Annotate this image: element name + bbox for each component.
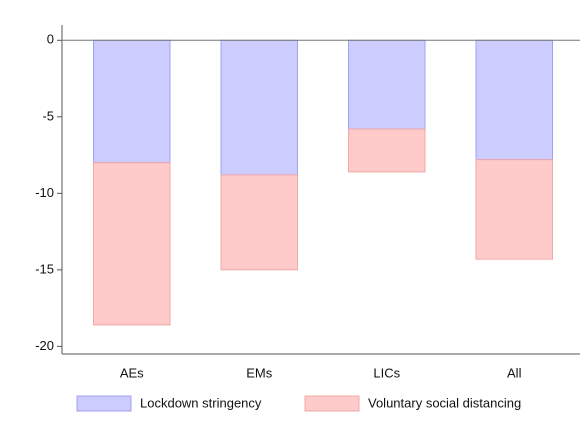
bar-segment bbox=[220, 174, 298, 271]
y-tick-label: -10 bbox=[35, 185, 54, 200]
y-tick-label: 0 bbox=[47, 32, 54, 47]
legend-swatch bbox=[304, 395, 360, 412]
x-tick-label: LICs bbox=[373, 365, 400, 380]
y-tick-label: -15 bbox=[35, 261, 54, 276]
legend-label: Lockdown stringency bbox=[140, 395, 262, 410]
y-tick-label: -20 bbox=[35, 338, 54, 353]
x-tick-label: All bbox=[507, 365, 522, 380]
legend-swatch bbox=[76, 395, 132, 412]
bar-segment bbox=[348, 128, 426, 173]
y-tick-label: -5 bbox=[42, 108, 54, 123]
bar-segment bbox=[93, 39, 171, 164]
bar-segment bbox=[475, 159, 553, 260]
bar-segment bbox=[475, 39, 553, 161]
x-tick-label: AEs bbox=[120, 365, 144, 380]
x-tick-label: EMs bbox=[246, 365, 273, 380]
bar-segment bbox=[93, 162, 171, 326]
legend-label: Voluntary social distancing bbox=[368, 395, 521, 410]
bar-segment bbox=[220, 39, 298, 176]
bar-segment bbox=[348, 39, 426, 130]
